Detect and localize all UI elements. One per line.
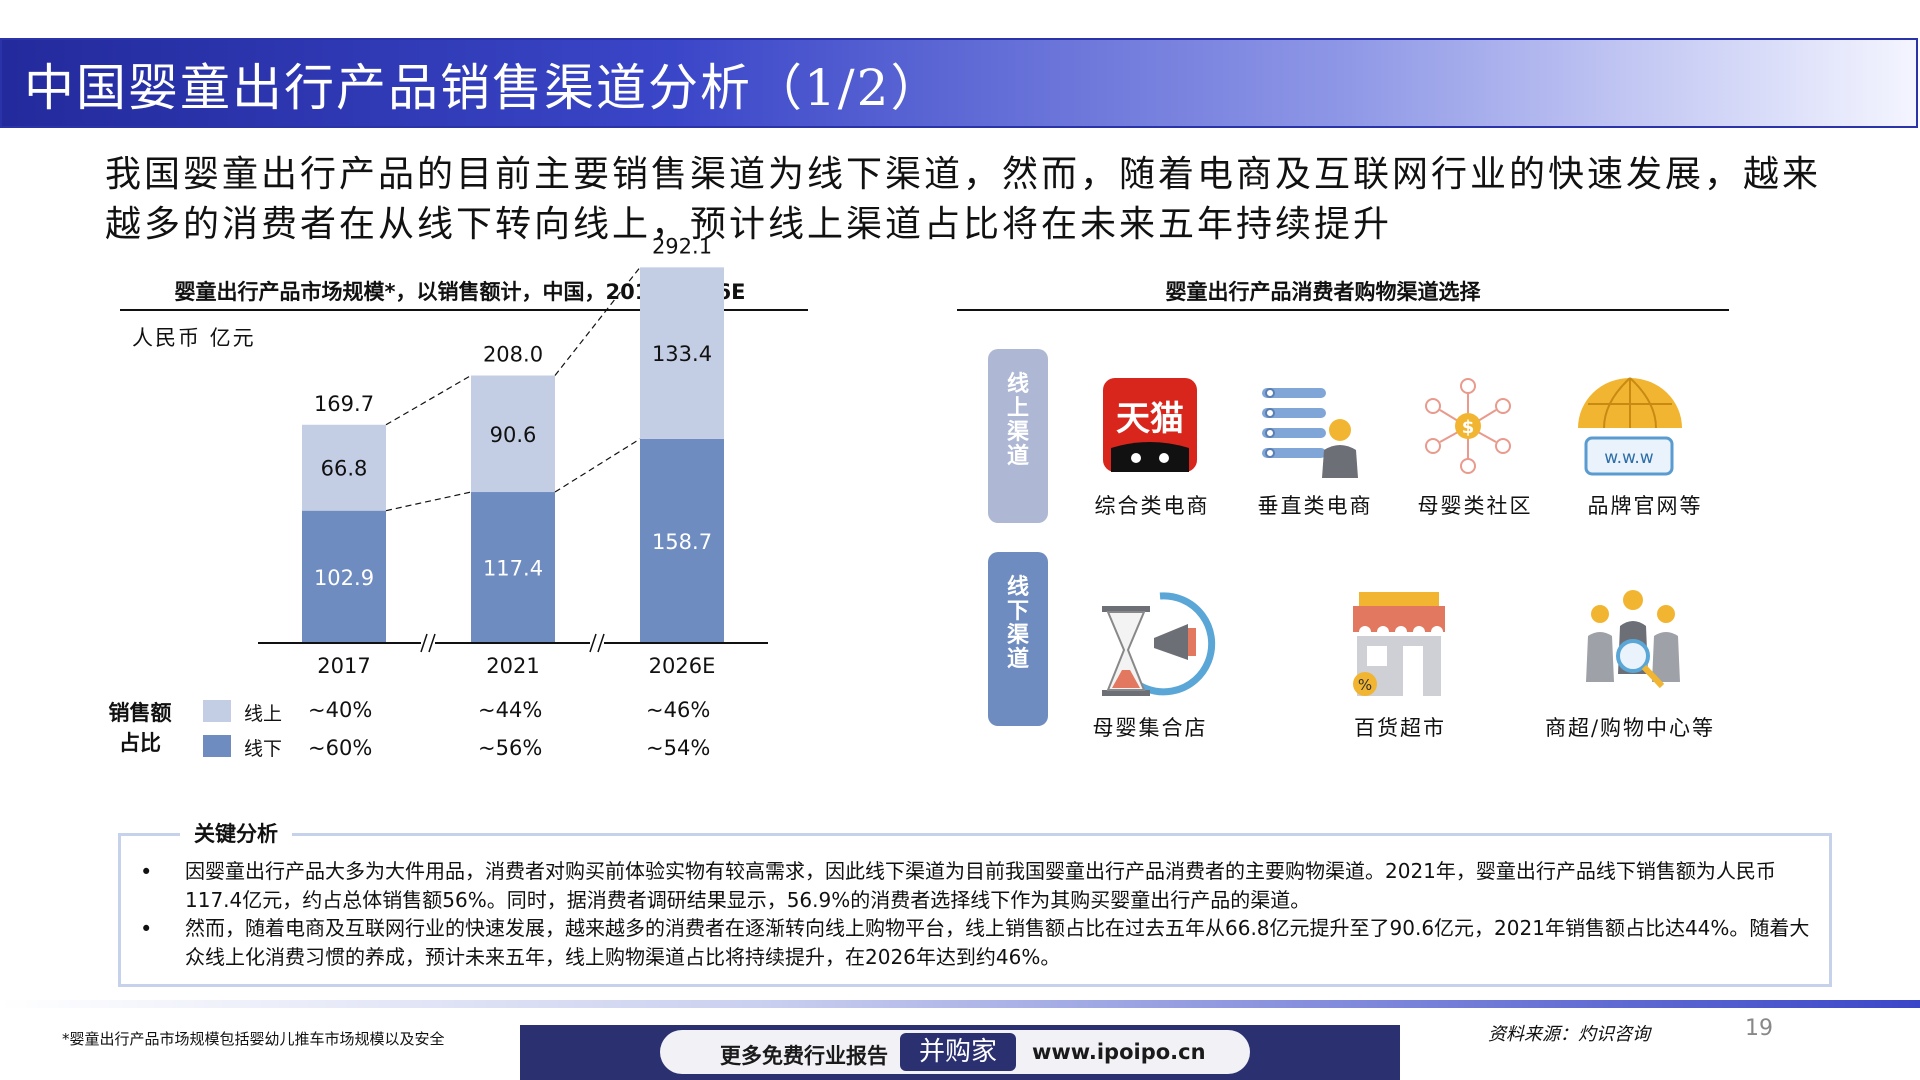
pill-char: 线: [1006, 575, 1029, 600]
legend-online-label: 线上: [244, 703, 283, 725]
community-network-icon: $: [1425, 378, 1511, 474]
bar-offline-2017: [302, 510, 386, 643]
pill-char: 线: [1006, 372, 1029, 397]
svg-text:$: $: [1462, 417, 1475, 438]
bullet-2: •: [140, 917, 153, 941]
connector-offline-2: [554, 438, 641, 493]
page-title: 中国婴童出行产品销售渠道分析（1/2）: [24, 59, 943, 117]
chart-title-rule: [120, 309, 808, 311]
bullet-1: •: [140, 860, 153, 884]
pill-char: 下: [1006, 599, 1029, 624]
axis-break-a-1: [420, 633, 428, 653]
online-channel-label-3: 母婴类社区: [1417, 494, 1533, 518]
source-note: 资料来源：灼识咨询: [1488, 1024, 1650, 1045]
online-channel-label-4: 品牌官网等: [1587, 494, 1703, 518]
legend-online-swatch: [203, 700, 231, 722]
globe-www-icon: w.w.w: [1578, 377, 1682, 476]
channel-title: 婴童出行产品消费者购物渠道选择: [1165, 280, 1481, 304]
channel-title-rule: [957, 309, 1729, 311]
x-tick-2026E: 2026E: [649, 654, 716, 678]
bar-offline-2021: [471, 492, 555, 643]
vertical-ecommerce-icon: [1262, 388, 1358, 478]
share-label: 销售额 占比: [100, 698, 180, 758]
share-offline-2026e: ~54%: [646, 736, 711, 760]
analysis-box: [118, 833, 1832, 987]
bar-offline-2026E: [640, 438, 724, 643]
page-number: 19: [1745, 1016, 1773, 1041]
analysis-point-1: 因婴童出行产品大多为大件用品，消费者对购买前体验实物有较高需求，因此线下渠道为目…: [185, 859, 1776, 912]
value-label-offline-2021: 117.4: [483, 557, 543, 581]
pill-char: 道: [1006, 444, 1029, 469]
hourglass-megaphone-icon: [1102, 592, 1216, 696]
value-label-offline-2017: 102.9: [314, 566, 374, 590]
axis-break-b-2: [597, 633, 605, 653]
share-online-2017: ~40%: [308, 698, 373, 722]
x-tick-2017: 2017: [317, 654, 370, 678]
promo-brand: 并购家: [900, 1033, 1016, 1071]
svg-text:%: %: [1358, 676, 1372, 694]
share-offline-2017: ~60%: [308, 736, 373, 760]
axis-break-mask-1: [421, 639, 435, 647]
online-channel-label-2: 垂直类电商: [1257, 494, 1373, 518]
share-label-line2: 占比: [119, 731, 161, 755]
axis-break-b-1: [428, 633, 436, 653]
connector-offline-1: [385, 491, 472, 512]
online-channel-label-1: 综合类电商: [1094, 494, 1210, 518]
connector-total-1: [385, 374, 472, 426]
tmall-logo-text: 天猫: [1116, 399, 1184, 439]
share-online-2021: ~44%: [478, 698, 543, 722]
title-bar: 中国婴童出行产品销售渠道分析（1/2）: [0, 38, 1918, 128]
tmall-logo-icon: 天猫: [1103, 378, 1197, 472]
connector-total-2: [554, 266, 641, 376]
footer-rule: [0, 1000, 1920, 1008]
value-label-online-2017: 66.8: [321, 457, 368, 481]
people-network-icon: [1586, 590, 1680, 689]
value-label-online-2021: 90.6: [490, 423, 537, 447]
bar-online-2026E: [640, 267, 724, 439]
offline-channel-label-3: 商超/购物中心等: [1544, 716, 1716, 740]
offline-channel-label-1: 母婴集合店: [1092, 716, 1208, 740]
offline-channel-pill: 线 下 渠 道: [988, 552, 1048, 726]
promo-url-link[interactable]: www.ipoipo.cn: [1032, 1040, 1206, 1064]
store-icon: %: [1353, 592, 1445, 696]
headline: 我国婴童出行产品的目前主要销售渠道为线下渠道，然而，随着电商及互联网行业的快速发…: [105, 154, 1822, 245]
legend-offline-swatch: [203, 735, 231, 757]
value-label-offline-2026E: 158.7: [652, 530, 712, 554]
axis-break-mask-2: [590, 639, 604, 647]
value-label-online-2026E: 133.4: [652, 342, 712, 366]
share-online-2026e: ~46%: [646, 698, 711, 722]
total-label-2021: 208.0: [483, 343, 543, 367]
www-text: w.w.w: [1604, 448, 1653, 468]
analysis-title: 关键分析: [180, 818, 292, 848]
pill-char: 渠: [1006, 623, 1029, 648]
legend-offline-label: 线下: [244, 738, 283, 760]
axis-break-a-2: [589, 633, 597, 653]
promo-text: 更多免费行业报告: [720, 1044, 888, 1068]
footnote: *婴童出行产品市场规模包括婴幼儿推车市场规模以及安全: [62, 1030, 445, 1048]
bar-online-2017: [302, 424, 386, 511]
offline-channel-label-2: 百货超市: [1354, 716, 1446, 740]
pill-char: 道: [1006, 647, 1029, 672]
bar-online-2021: [471, 375, 555, 493]
total-label-2017: 169.7: [314, 392, 374, 416]
x-tick-2021: 2021: [486, 654, 539, 678]
pill-char: 渠: [1006, 420, 1029, 445]
share-label-line1: 销售额: [108, 701, 172, 725]
share-offline-2021: ~56%: [478, 736, 543, 760]
online-channel-pill: 线 上 渠 道: [988, 349, 1048, 523]
analysis-point-2: 然而，随着电商及互联网行业的快速发展，越来越多的消费者在逐渐转向线上购物平台，线…: [185, 916, 1810, 969]
pill-char: 上: [1006, 396, 1029, 421]
total-label-2026E: 292.1: [652, 234, 712, 258]
chart-unit: 人民币 亿元: [132, 326, 256, 350]
